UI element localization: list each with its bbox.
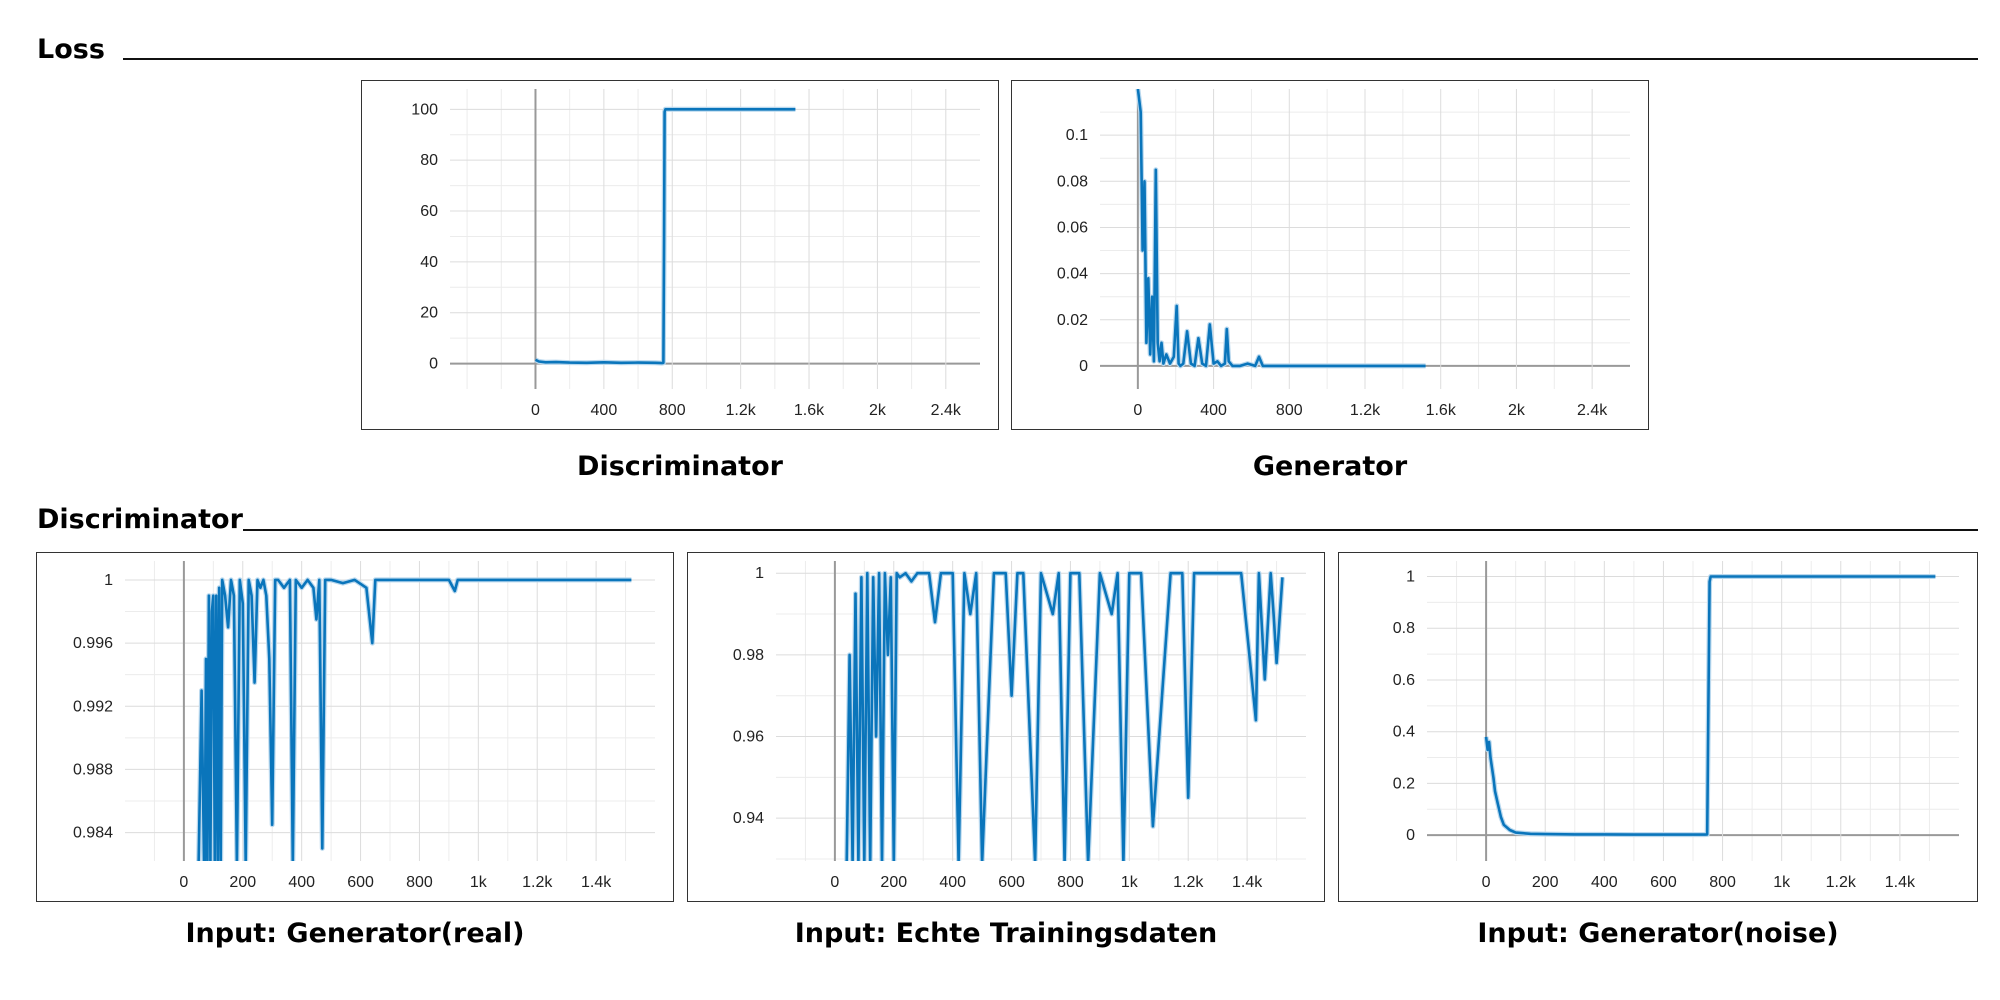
x-tick-label: 1.4k [1232, 874, 1263, 891]
y-tick-label: 0 [1079, 358, 1088, 375]
chart-caption-loss-discriminator: Discriminator [577, 451, 783, 482]
x-tick-label: 2k [869, 402, 887, 419]
y-tick-label: 0.4 [1393, 724, 1415, 741]
chart-panel-disc-real-training-data: 0.94 0.96 0.98 1 0 200 400 600 800 1k 1.2k 1.4k [687, 552, 1325, 902]
y-tick-label: 80 [420, 152, 438, 169]
x-tick-label: 2.4k [1577, 402, 1608, 419]
chart-disc-generator-noise: 0 0.2 0.4 0.6 0.8 1 0 200 400 600 800 1k 1.2k 1.4k [1393, 561, 1959, 891]
chart-caption-disc-real-training-data: Input: Echte Trainingsdaten [794, 918, 1218, 949]
x-tick-label: 1.2k [1173, 874, 1204, 891]
series-line [197, 578, 632, 861]
x-tick-label: 400 [288, 874, 315, 891]
y-tick-label: 0.984 [73, 825, 113, 842]
y-tick-label: 0.2 [1393, 775, 1415, 792]
chart-panel-disc-generator-noise: 0 0.2 0.4 0.6 0.8 1 0 200 400 600 800 1k 1.2k 1.4k [1338, 552, 1978, 902]
x-tick-label: 1.2k [726, 402, 757, 419]
chart-caption-disc-generator-noise: Input: Generator(noise) [1477, 918, 1839, 949]
y-tick-label: 60 [420, 203, 438, 220]
y-tick-label: 0 [429, 356, 438, 373]
x-tick-label: 1.4k [1885, 874, 1916, 891]
x-tick-label: 0 [179, 874, 188, 891]
x-tick-label: 1.6k [794, 402, 825, 419]
x-tick-label: 0 [1482, 874, 1491, 891]
y-tick-label: 0.6 [1393, 672, 1415, 689]
chart-caption-loss-generator: Generator [1252, 451, 1408, 482]
y-tick-label: 0.02 [1057, 312, 1088, 329]
y-tick-label: 1 [755, 565, 764, 582]
x-tick-label: 600 [347, 874, 374, 891]
x-tick-label: 800 [406, 874, 433, 891]
chart-caption-disc-generator-real: Input: Generator(real) [185, 918, 525, 949]
x-tick-label: 2k [1508, 402, 1526, 419]
chart-disc-real-training-data: 0.94 0.96 0.98 1 0 200 400 600 800 1k 1.2k 1.4k [733, 561, 1306, 891]
x-tick-label: 400 [1591, 874, 1618, 891]
y-tick-label: 0.96 [733, 729, 764, 746]
y-tick-label: 0.08 [1057, 173, 1088, 190]
x-tick-label: 600 [998, 874, 1025, 891]
series-line [845, 571, 1284, 861]
y-tick-label: 0.992 [73, 698, 113, 715]
x-tick-label: 400 [939, 874, 966, 891]
chart-panel-disc-generator-real: 0.984 0.988 0.992 0.996 1 0 200 400 600 800 1k 1.2k… [36, 552, 674, 902]
x-tick-label: 400 [591, 402, 618, 419]
section-title-discriminator: Discriminator [37, 504, 243, 535]
section-divider-loss [123, 58, 1978, 60]
x-tick-label: 800 [1709, 874, 1736, 891]
x-tick-label: 200 [880, 874, 907, 891]
series-line [1484, 575, 1936, 836]
chart-panel-loss-discriminator: 0 20 40 60 80 100 0 400 800 1.2k 1.6k 2k 2.4k [361, 80, 999, 430]
series-line [534, 107, 796, 365]
x-tick-label: 600 [1650, 874, 1677, 891]
x-tick-label: 1k [1121, 874, 1139, 891]
x-tick-label: 1.2k [1826, 874, 1857, 891]
chart-loss-generator: 0 0.02 0.04 0.06 0.08 0.1 0 400 800 1.2k 1.6k 2k 2.4… [1057, 89, 1630, 419]
x-tick-label: 200 [229, 874, 256, 891]
x-tick-label: 0 [531, 402, 540, 419]
section-title-loss: Loss [37, 34, 105, 65]
y-tick-label: 0.94 [733, 810, 764, 827]
y-tick-label: 0.04 [1057, 266, 1088, 283]
y-tick-label: 0.988 [73, 761, 113, 778]
y-tick-label: 1 [1406, 569, 1415, 586]
y-tick-label: 0.996 [73, 635, 113, 652]
chart-loss-discriminator: 0 20 40 60 80 100 0 400 800 1.2k 1.6k 2k 2.4k [411, 89, 980, 419]
x-tick-label: 1.6k [1426, 402, 1457, 419]
x-tick-label: 800 [1276, 402, 1303, 419]
y-tick-label: 20 [420, 305, 438, 322]
x-tick-label: 0 [1133, 402, 1142, 419]
series-line [1136, 89, 1426, 368]
y-tick-label: 0 [1406, 827, 1415, 844]
x-tick-label: 1.4k [581, 874, 612, 891]
x-tick-label: 400 [1200, 402, 1227, 419]
y-tick-label: 0.06 [1057, 219, 1088, 236]
section-divider-discriminator [243, 529, 1978, 531]
x-tick-label: 0 [830, 874, 839, 891]
y-tick-label: 1 [104, 572, 113, 589]
x-tick-label: 200 [1532, 874, 1559, 891]
x-tick-label: 1k [470, 874, 488, 891]
x-tick-label: 800 [1057, 874, 1084, 891]
x-tick-label: 1.2k [1350, 402, 1381, 419]
x-tick-label: 1k [1773, 874, 1791, 891]
x-tick-label: 2.4k [931, 402, 962, 419]
y-tick-label: 0.98 [733, 647, 764, 664]
chart-disc-generator-real: 0.984 0.988 0.992 0.996 1 0 200 400 600 800 1k 1.2k… [73, 561, 655, 891]
chart-panel-loss-generator: 0 0.02 0.04 0.06 0.08 0.1 0 400 800 1.2k 1.6k 2k 2.4… [1011, 80, 1649, 430]
y-tick-label: 0.1 [1066, 127, 1088, 144]
y-tick-label: 100 [411, 101, 438, 118]
x-tick-label: 1.2k [522, 874, 553, 891]
x-tick-label: 800 [659, 402, 686, 419]
y-tick-label: 0.8 [1393, 620, 1415, 637]
y-tick-label: 40 [420, 254, 438, 271]
